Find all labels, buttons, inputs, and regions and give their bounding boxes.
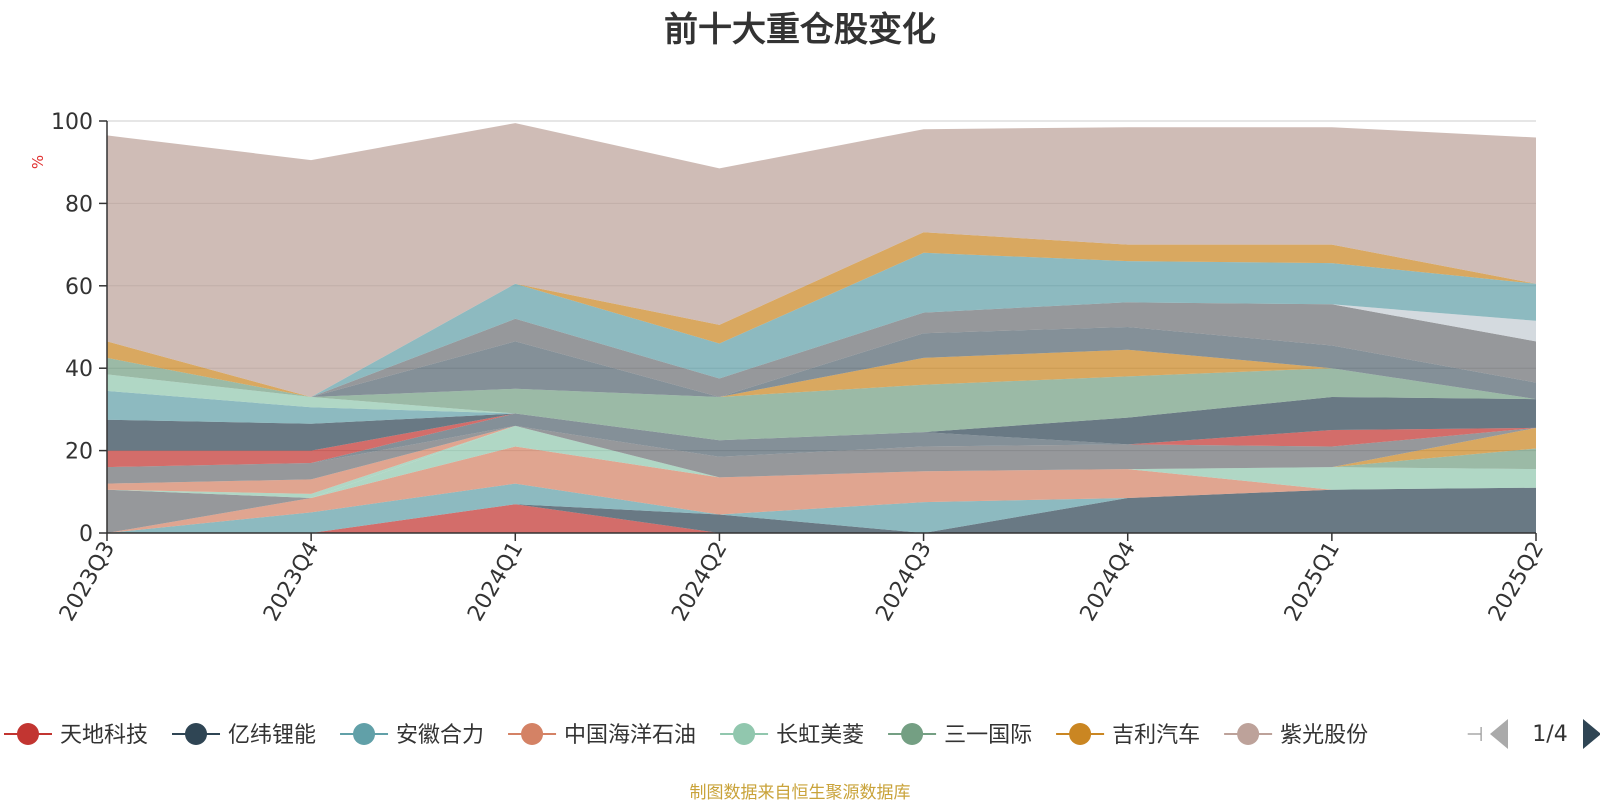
legend-item[interactable]: 安徽合力 — [340, 723, 484, 748]
legend-marker-icon — [733, 723, 756, 745]
area-series — [107, 123, 1536, 397]
area-series — [107, 327, 1536, 400]
area-series — [107, 390, 1536, 441]
x-tick-label: 2023Q3 — [55, 538, 120, 626]
legend-item[interactable]: 亿纬锂能 — [172, 723, 316, 748]
area-series — [107, 425, 1536, 494]
legend-marker-icon — [17, 723, 39, 745]
legend-item[interactable]: 三一国际 — [888, 723, 1032, 748]
data-source-note: 制图数据来自恒生聚源数据库 — [689, 783, 911, 803]
legend-overflow-glyph: ⊣ — [1466, 722, 1483, 746]
y-tick-label: 40 — [65, 357, 93, 382]
area-series — [107, 302, 1536, 397]
legend-marker-icon — [353, 723, 376, 745]
y-tick-label: 0 — [79, 522, 93, 547]
legend-label: 天地科技 — [60, 723, 148, 748]
chart-title: 前十大重仓股变化 — [664, 10, 936, 50]
legend-item[interactable]: 吉利汽车 — [1056, 723, 1200, 748]
area-series — [107, 302, 1536, 397]
area-series — [107, 425, 1536, 533]
area-series — [107, 341, 1536, 400]
y-tick-label: 20 — [65, 440, 93, 465]
area-layers — [107, 123, 1536, 533]
area-series — [107, 425, 1536, 484]
y-tick-label: 80 — [65, 192, 93, 217]
area-series — [107, 413, 1536, 468]
legend-page-indicator: 1/4 — [1532, 722, 1567, 747]
area-series — [107, 374, 1536, 441]
legend-marker-icon — [1237, 723, 1260, 745]
x-tick-label: 2024Q3 — [871, 538, 936, 626]
x-tick-label: 2024Q2 — [667, 538, 732, 626]
x-tick-label: 2024Q1 — [463, 538, 528, 626]
legend-marker-icon — [901, 723, 924, 745]
area-series — [107, 487, 1536, 533]
y-tick-label: 60 — [65, 275, 93, 300]
legend-label: 安徽合力 — [396, 723, 484, 748]
area-series — [107, 504, 1536, 533]
legend-marker-icon — [521, 723, 544, 745]
x-tick-label: 2023Q4 — [259, 538, 324, 626]
area-series — [107, 413, 1536, 468]
y-tick-label: 100 — [51, 110, 93, 135]
legend-item[interactable]: 天地科技 — [4, 723, 148, 748]
legend[interactable]: 天地科技 亿纬锂能 安徽合力 中国海洋石油 长虹美菱 三一国际 吉利汽车 紫光股份 — [4, 723, 1368, 748]
x-tick-label: 2025Q2 — [1484, 538, 1549, 626]
x-tick-label: 2024Q4 — [1076, 538, 1141, 626]
legend-item[interactable]: 长虹美菱 — [720, 723, 864, 748]
legend-label: 中国海洋石油 — [564, 723, 696, 748]
legend-label: 紫光股份 — [1280, 723, 1368, 748]
legend-label: 亿纬锂能 — [228, 723, 316, 748]
legend-item[interactable]: 紫光股份 — [1224, 723, 1368, 748]
legend-label: 三一国际 — [944, 723, 1032, 748]
legend-marker-icon — [1069, 723, 1092, 745]
x-tick-label: 2025Q1 — [1280, 538, 1345, 626]
area-series — [107, 397, 1536, 451]
area-series — [107, 252, 1536, 397]
legend-prev-icon[interactable] — [1490, 719, 1508, 749]
legend-label: 长虹美菱 — [776, 723, 864, 748]
legend-item[interactable]: 中国海洋石油 — [508, 723, 696, 748]
legend-marker-icon — [185, 723, 208, 745]
area-series — [107, 425, 1536, 498]
area-series — [107, 446, 1536, 533]
area-series — [107, 357, 1536, 441]
legend-pager[interactable]: ⊣ 1/4 — [1466, 719, 1600, 749]
y-axis-unit-label: % — [29, 155, 47, 169]
area-series — [107, 483, 1536, 533]
legend-label: 吉利汽车 — [1112, 723, 1200, 748]
legend-next-icon[interactable] — [1583, 719, 1600, 749]
